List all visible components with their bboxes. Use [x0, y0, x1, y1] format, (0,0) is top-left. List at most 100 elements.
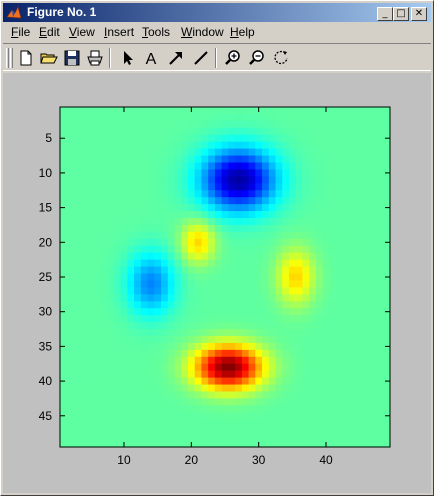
toolbar-grip[interactable]: [6, 48, 9, 68]
heatmap-cell: [336, 141, 344, 150]
heatmap-cell: [194, 384, 203, 393]
toolbar-grip-2[interactable]: [10, 48, 13, 68]
close-button[interactable]: ✕: [411, 7, 427, 21]
heatmap-cell: [255, 245, 263, 254]
heatmap-cell: [376, 169, 384, 177]
menu-window[interactable]: Window: [181, 25, 224, 39]
heatmap-cell: [241, 211, 250, 219]
heatmap-cell: [134, 384, 142, 393]
menu-file[interactable]: File: [11, 25, 31, 39]
insert-arrow-button[interactable]: [166, 48, 186, 68]
heatmap-cell: [322, 176, 330, 184]
heatmap-cell: [295, 273, 304, 282]
heatmap-cell: [201, 315, 209, 323]
heatmap-cell: [107, 176, 115, 184]
heatmap-cell: [363, 218, 371, 226]
heatmap-cell: [295, 120, 304, 129]
heatmap-cell: [167, 238, 176, 247]
heatmap-cell: [140, 391, 149, 400]
heatmap-cell: [161, 259, 169, 268]
maximize-button[interactable]: □: [393, 7, 409, 21]
heatmap-cell: [349, 169, 357, 177]
heatmap-cell: [349, 245, 357, 254]
heatmap-cell: [140, 155, 149, 164]
menu-edit[interactable]: Edit: [39, 25, 60, 39]
heatmap-cell: [295, 363, 304, 372]
menu-tools[interactable]: Tools: [142, 25, 171, 39]
heatmap-cell: [161, 363, 169, 372]
heatmap-cell: [113, 308, 122, 316]
menu-view[interactable]: View: [69, 25, 95, 39]
heatmap-cell: [235, 218, 243, 226]
minimize-button[interactable]: _: [377, 7, 393, 21]
heatmap-cell: [342, 329, 351, 337]
heatmap-cell: [174, 440, 182, 448]
menu-help[interactable]: Help: [230, 25, 255, 39]
heatmap-cell: [167, 190, 176, 198]
new-figure-button[interactable]: [16, 48, 36, 68]
heatmap-cell: [342, 377, 351, 386]
heatmap-cell: [288, 426, 297, 434]
heatmap-cell: [161, 287, 169, 295]
heatmap-cell: [248, 155, 256, 164]
heatmap-cell: [100, 107, 108, 115]
heatmap-cell: [127, 197, 135, 205]
heatmap-cell: [187, 377, 196, 386]
title-bar[interactable]: Figure No. 1 _ □ ✕: [3, 3, 431, 22]
heatmap-cell: [73, 308, 81, 316]
print-button[interactable]: [85, 48, 105, 68]
heatmap-cell: [275, 329, 283, 337]
heatmap-cell: [127, 405, 135, 413]
heatmap-cell: [194, 363, 203, 372]
heatmap-cell: [315, 384, 324, 393]
heatmap-cell: [181, 141, 189, 150]
heatmap-cell: [167, 259, 176, 268]
heatmap-cell: [376, 301, 384, 309]
heatmap-cell: [208, 238, 216, 247]
rotate-3d-button[interactable]: [271, 48, 291, 68]
heatmap-cell: [241, 398, 250, 406]
heatmap-cell: [167, 308, 176, 316]
heatmap-cell: [295, 433, 304, 441]
heatmap-cell: [241, 204, 250, 212]
heatmap-cell: [80, 155, 88, 164]
insert-text-button[interactable]: A: [141, 48, 161, 68]
heatmap-cell: [113, 252, 122, 261]
heatmap-cell: [140, 335, 149, 344]
save-button[interactable]: [62, 48, 82, 68]
insert-line-button[interactable]: [191, 48, 211, 68]
open-button[interactable]: [39, 48, 59, 68]
zoom-out-button[interactable]: [247, 48, 267, 68]
heatmap-cell: [349, 252, 357, 261]
heatmap-cell: [60, 266, 68, 275]
heatmap-cell: [208, 155, 216, 164]
menu-insert[interactable]: Insert: [104, 25, 135, 39]
heatmap-cell: [181, 211, 189, 219]
heatmap-cell: [241, 169, 250, 177]
heatmap-cell: [167, 391, 176, 400]
heatmap-cell: [262, 342, 270, 351]
heatmap-cell: [255, 190, 263, 198]
heatmap-cell: [383, 113, 391, 122]
heatmap-cell: [268, 315, 277, 323]
select-button[interactable]: [117, 48, 137, 68]
heatmap-cell: [369, 127, 378, 136]
heatmap-cell: [369, 183, 378, 191]
heatmap-cell: [268, 155, 277, 164]
heatmap-cell: [329, 224, 337, 233]
heatmap-cell: [376, 176, 384, 184]
heatmap-cell: [302, 440, 310, 448]
zoom-in-button[interactable]: [223, 48, 243, 68]
heatmap-cell: [315, 113, 324, 122]
heatmap-cell: [268, 127, 277, 136]
heatmap-cell: [80, 259, 88, 268]
heatmap-cell: [174, 183, 182, 191]
heatmap-cell: [221, 259, 229, 268]
heatmap-cell: [356, 280, 364, 289]
heatmap-cell: [356, 204, 364, 212]
heatmap-cell: [383, 141, 391, 150]
heatmap-cell: [107, 363, 115, 372]
heatmap-cell: [93, 162, 101, 171]
heatmap-cell: [86, 335, 95, 344]
